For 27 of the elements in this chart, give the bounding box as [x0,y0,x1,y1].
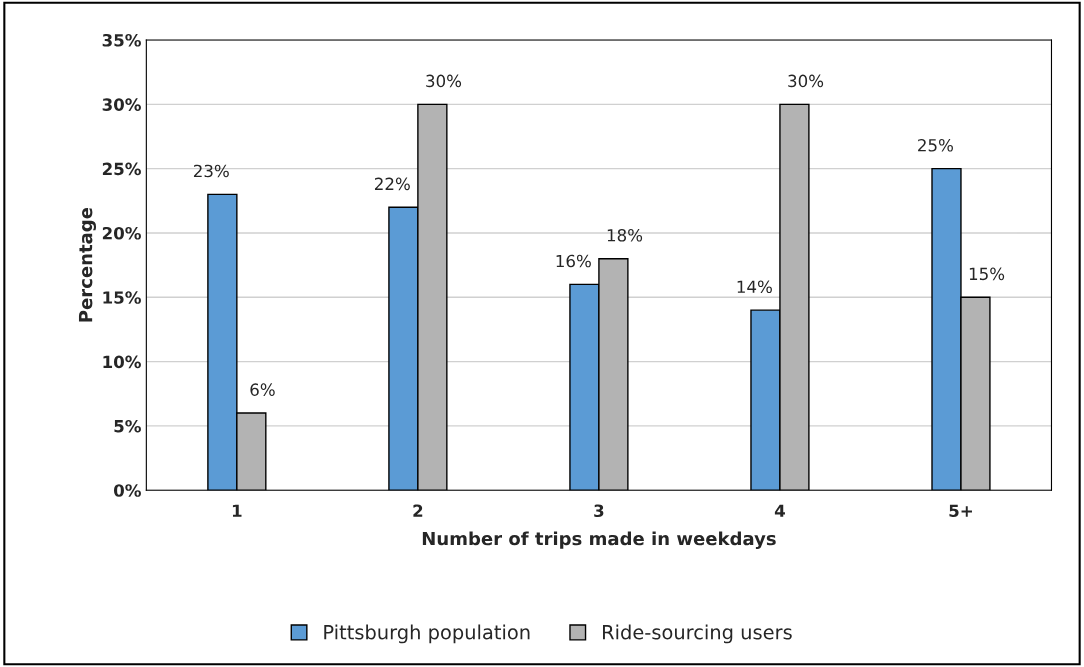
data-label: 30% [426,74,462,88]
y-tick-label: 25% [102,162,141,176]
legend-label: Pittsburgh population [324,624,530,644]
x-axis-title: Number of trips made in weekdays [422,531,776,549]
data-label: 6% [250,383,275,396]
y-tick-label: 20% [102,226,141,240]
x-tick-label: 2 [413,504,423,517]
data-label: 23% [193,164,229,178]
data-label: 14% [737,280,772,294]
y-tick-label: 10% [103,355,141,369]
y-tick-label: 35% [102,33,141,47]
data-label: 18% [607,228,643,242]
x-tick-label: 5+ [949,504,972,518]
data-label: 15% [969,267,1005,281]
x-tick-label: 1 [232,504,242,517]
x-tick-label: 3 [594,504,604,518]
y-tick-label: 0% [113,484,141,497]
y-axis-title: Percentage [78,207,97,322]
y-tick-label: 30% [102,98,141,111]
data-label: 22% [374,177,410,191]
y-tick-label: 5% [114,419,141,433]
y-tick-label: 15% [103,291,141,304]
x-tick-label: 4 [774,504,785,517]
data-label: 30% [788,74,824,88]
data-label: 25% [918,138,953,152]
data-label: 16% [556,254,591,268]
legend-label: Ride-sourcing users [603,624,792,644]
